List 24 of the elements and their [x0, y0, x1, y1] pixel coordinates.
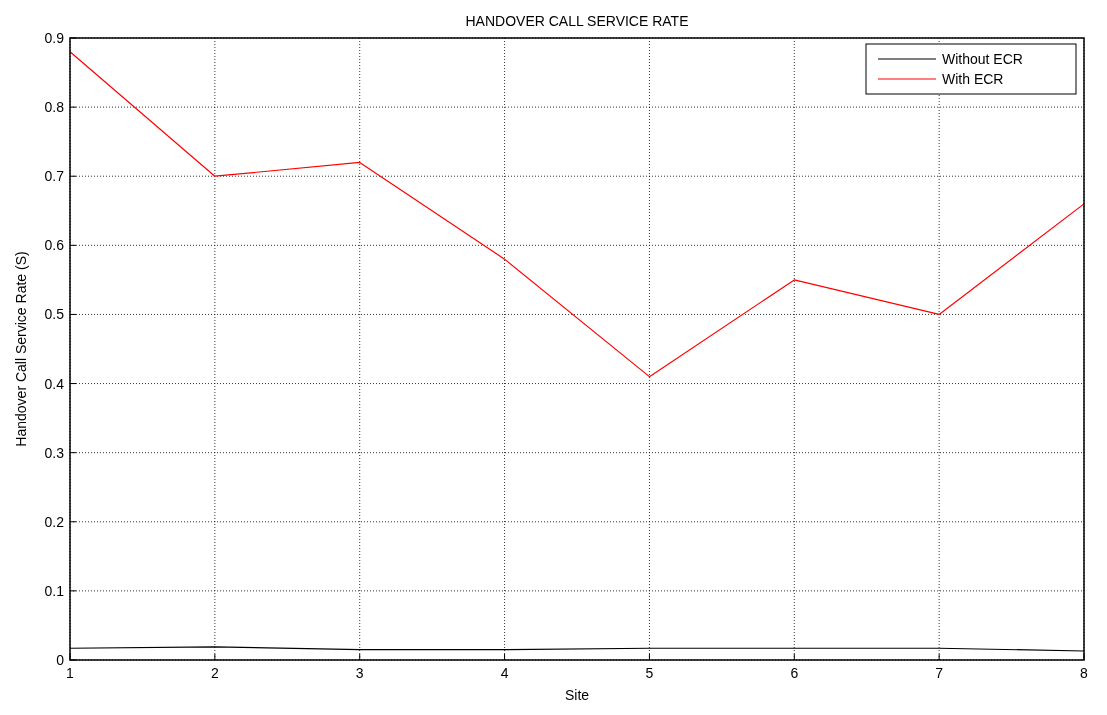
x-tick-label: 6 — [790, 665, 799, 681]
y-tick-label: 0.6 — [44, 237, 65, 254]
y-tick-label: 0.7 — [44, 168, 65, 185]
y-tick-label: 0.9 — [44, 30, 65, 46]
chart-title: HANDOVER CALL SERVICE RATE — [465, 13, 689, 29]
x-tick-label: 1 — [66, 665, 75, 681]
y-tick-label: 0 — [56, 652, 65, 668]
line-series — [69, 51, 1085, 378]
y-tick-label: 0.2 — [44, 513, 65, 530]
x-tick-label: 4 — [500, 665, 509, 681]
y-axis-title: Handover Call Service Rate (S) — [13, 251, 29, 447]
legend-label: Without ECR — [942, 51, 1023, 67]
x-tick-label: 7 — [935, 665, 944, 681]
y-tick-label: 0.1 — [44, 582, 65, 599]
x-tick-label: 8 — [1080, 665, 1089, 681]
legend-label: With ECR — [942, 71, 1004, 87]
x-tick-label: 5 — [645, 665, 654, 681]
x-tick-label: 3 — [355, 665, 364, 681]
y-tick-label: 0.3 — [44, 444, 65, 461]
y-tick-label: 0.5 — [44, 306, 65, 323]
y-tick-label: 0.8 — [44, 99, 65, 116]
x-axis-title: Site — [564, 687, 590, 703]
y-tick-label: 0.4 — [44, 375, 65, 392]
x-tick-label: 2 — [210, 665, 219, 681]
